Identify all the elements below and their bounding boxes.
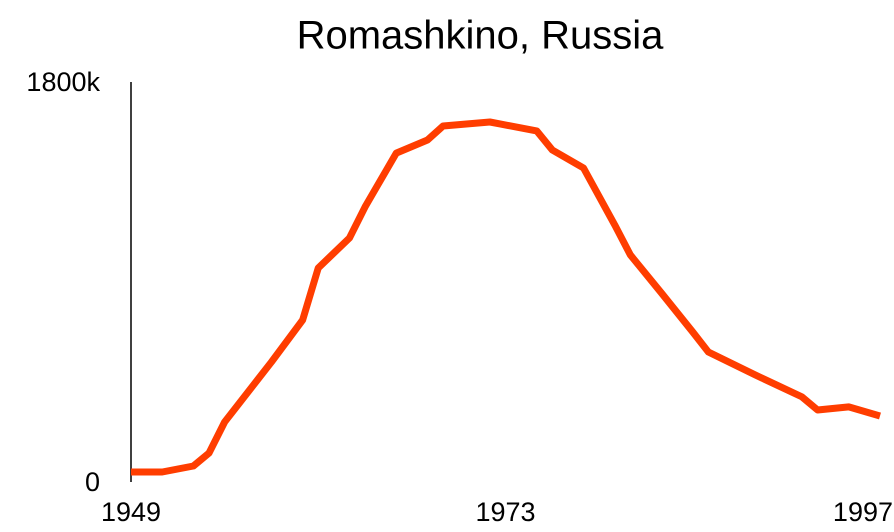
y-tick-label: 1800k	[26, 67, 100, 97]
x-tick-label: 1949	[101, 497, 161, 527]
chart-title: Romashkino, Russia	[297, 14, 665, 58]
x-tick-label: 1973	[475, 497, 535, 527]
y-tick-label: 0	[85, 467, 100, 497]
x-tick-label: 1997	[833, 497, 893, 527]
data-line	[131, 118, 881, 476]
